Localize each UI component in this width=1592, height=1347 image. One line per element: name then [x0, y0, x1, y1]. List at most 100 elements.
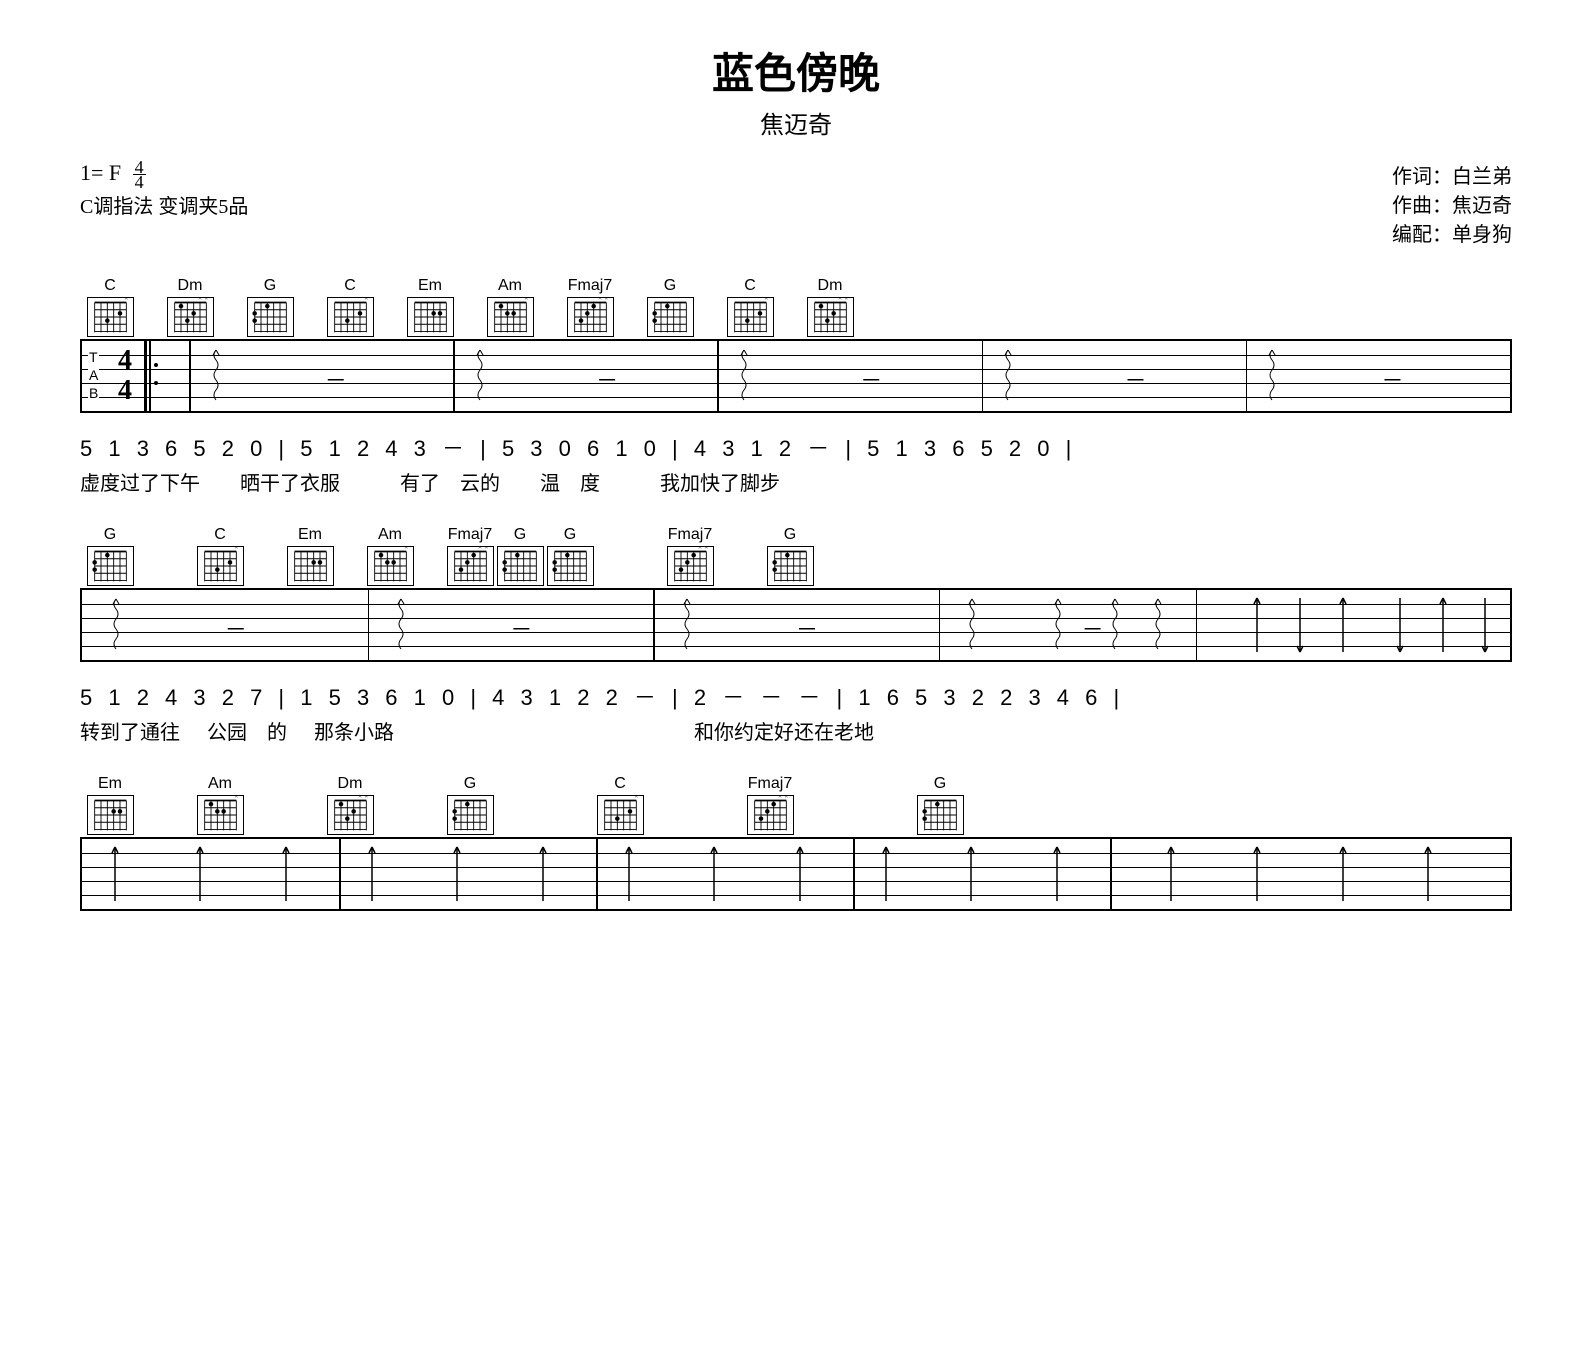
- barline: [1510, 341, 1512, 411]
- chord-diagram-em: Em: [280, 526, 340, 586]
- strum-mark: [111, 596, 123, 654]
- jianpu-notation: 5 1 2 4 3 2 7 | 1 5 3 6 1 0 | 4 3 1 2 2 …: [80, 680, 1512, 712]
- chord-diagram-c: C×: [80, 277, 140, 337]
- svg-text:×: ×: [477, 546, 481, 552]
- strum-mark: [368, 845, 380, 903]
- barline: [1510, 839, 1512, 909]
- strum-mark: [1439, 596, 1451, 654]
- strum-mark: [396, 596, 408, 654]
- chord-diagram-c: C×: [190, 526, 250, 586]
- svg-text:×: ×: [124, 297, 128, 303]
- key-info: 1= F 4 4: [80, 160, 248, 190]
- strum-mark: [710, 845, 722, 903]
- svg-text:×: ×: [204, 297, 208, 303]
- strum-mark: [682, 596, 694, 654]
- svg-text:×: ×: [844, 297, 848, 303]
- strum-mark: [796, 845, 808, 903]
- chord-name: G: [934, 775, 946, 793]
- chord-name: Dm: [178, 277, 203, 295]
- chord-diagram-dm: Dm××: [160, 277, 220, 337]
- chord-diagram-c: C×: [320, 277, 380, 337]
- chord-name: C: [214, 526, 226, 544]
- strum-mark: [967, 845, 979, 903]
- tab-clef-letter: A: [88, 367, 99, 383]
- chord-name: Em: [418, 277, 442, 295]
- tab-clef-letter: T: [88, 349, 99, 365]
- chord-diagram-g: G: [640, 277, 700, 337]
- chord-name: G: [514, 526, 526, 544]
- strum-mark: [1153, 596, 1165, 654]
- chord-name: G: [104, 526, 116, 544]
- strum-mark: [1053, 596, 1065, 654]
- strum-mark: [196, 845, 208, 903]
- strum-mark: [625, 845, 637, 903]
- strum-mark: [1253, 596, 1265, 654]
- barline: [982, 341, 984, 411]
- chord-row: GC×EmAm×Fmaj7××GGFmaj7××G: [80, 526, 1512, 586]
- song-title: 蓝色傍晚: [80, 40, 1512, 101]
- svg-text:×: ×: [524, 297, 528, 303]
- rest: －: [860, 363, 882, 395]
- rest: －: [225, 612, 247, 644]
- strum-mark: [282, 845, 294, 903]
- svg-text:×: ×: [837, 297, 841, 303]
- svg-text:×: ×: [484, 546, 488, 552]
- chord-name: Em: [98, 775, 122, 793]
- chord-name: C: [104, 277, 116, 295]
- svg-text:×: ×: [364, 297, 368, 303]
- chord-row: C×Dm××GC×EmAm×Fmaj7××GC×Dm××: [80, 277, 1512, 337]
- svg-text:×: ×: [364, 795, 368, 801]
- rest: －: [796, 612, 818, 644]
- chord-diagram-em: Em: [80, 775, 140, 835]
- chord-name: G: [564, 526, 576, 544]
- chord-diagram-g: G: [80, 526, 140, 586]
- chord-name: G: [664, 277, 676, 295]
- barline: [1510, 590, 1512, 660]
- svg-text:×: ×: [784, 795, 788, 801]
- strum-mark: [1339, 845, 1351, 903]
- svg-text:×: ×: [197, 297, 201, 303]
- chord-row: EmAm×Dm××GC×Fmaj7××G: [80, 775, 1512, 835]
- strum-mark: [1296, 596, 1308, 654]
- svg-text:×: ×: [604, 297, 608, 303]
- chord-name: Am: [378, 526, 402, 544]
- chord-name: G: [784, 526, 796, 544]
- chord-diagram-fmaj7: Fmaj7××: [560, 277, 620, 337]
- jianpu-notation: 5 1 3 6 5 2 0 | 5 1 2 4 3 － | 5 3 0 6 1 …: [80, 431, 1512, 463]
- barline: [189, 341, 191, 411]
- svg-text:×: ×: [234, 546, 238, 552]
- barline: [596, 839, 598, 909]
- rest: －: [596, 363, 618, 395]
- svg-text:×: ×: [597, 297, 601, 303]
- barline: [453, 341, 455, 411]
- strum-mark: [1167, 845, 1179, 903]
- tab-system: EmAm×Dm××GC×Fmaj7××G: [80, 775, 1512, 911]
- rest: －: [1124, 363, 1146, 395]
- svg-text:×: ×: [234, 795, 238, 801]
- strum-mark: [1396, 596, 1408, 654]
- chord-name: C: [614, 775, 626, 793]
- chord-diagram-c: C×: [590, 775, 650, 835]
- barline: [653, 590, 655, 660]
- chord-diagram-dm: Dm××: [320, 775, 380, 835]
- chord-diagram-g: G: [540, 526, 600, 586]
- svg-text:×: ×: [697, 546, 701, 552]
- chord-diagram-am: Am×: [480, 277, 540, 337]
- tab-system: GC×EmAm×Fmaj7××GGFmaj7××G －－－－5 1 2 4 3 …: [80, 526, 1512, 745]
- strum-mark: [211, 347, 223, 405]
- strum-mark: [453, 845, 465, 903]
- repeat-start: .repeat-start .thick{position:absolute;l…: [144, 341, 152, 411]
- chord-name: C: [744, 277, 756, 295]
- strum-mark: [1053, 845, 1065, 903]
- capo-info: C调指法 变调夹5品: [80, 190, 248, 219]
- chord-diagram-c: C×: [720, 277, 780, 337]
- barline: [1196, 590, 1198, 660]
- strum-mark: [882, 845, 894, 903]
- barline: [717, 341, 719, 411]
- strum-mark: [1110, 596, 1122, 654]
- chord-name: C: [344, 277, 356, 295]
- svg-text:×: ×: [764, 297, 768, 303]
- chord-diagram-dm: Dm××: [800, 277, 860, 337]
- strum-mark: [967, 596, 979, 654]
- strum-mark: [739, 347, 751, 405]
